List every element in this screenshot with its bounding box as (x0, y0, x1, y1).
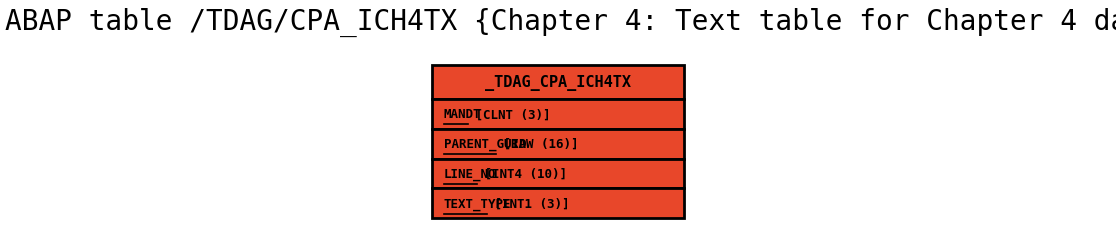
Text: [RAW (16)]: [RAW (16)] (497, 137, 579, 151)
Bar (432, 100, 684, 129)
Bar (432, 188, 684, 218)
Text: PARENT_GUID: PARENT_GUID (443, 137, 526, 151)
Text: [CLNT (3)]: [CLNT (3)] (468, 108, 550, 121)
Text: TEXT_TYPE: TEXT_TYPE (443, 197, 511, 210)
Text: SAP ABAP table /TDAG/CPA_ICH4TX {Chapter 4: Text table for Chapter 4 data}: SAP ABAP table /TDAG/CPA_ICH4TX {Chapter… (0, 8, 1116, 37)
Bar (432, 129, 684, 159)
Bar (432, 65, 684, 100)
Text: LINE_NO: LINE_NO (443, 167, 496, 180)
Text: _TDAG_CPA_ICH4TX: _TDAG_CPA_ICH4TX (485, 74, 631, 90)
Text: [INT4 (10)]: [INT4 (10)] (478, 167, 567, 180)
Text: [INT1 (3)]: [INT1 (3)] (487, 197, 569, 210)
Text: MANDT: MANDT (443, 108, 481, 121)
Bar (432, 159, 684, 188)
